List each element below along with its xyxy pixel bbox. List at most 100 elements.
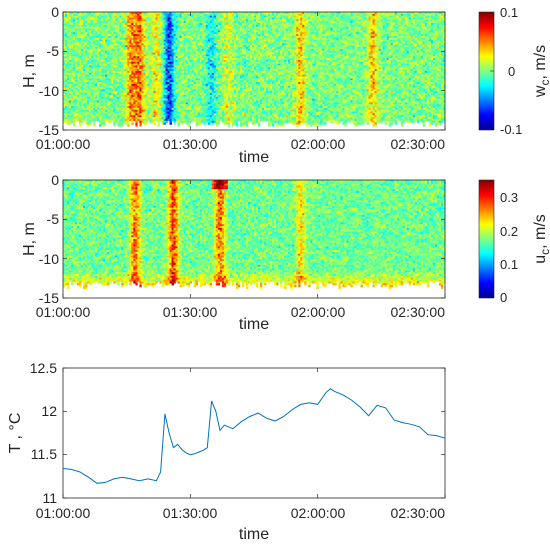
heatmap-cell bbox=[83, 101, 85, 103]
heatmap-cell bbox=[73, 38, 75, 40]
heatmap-cell bbox=[85, 58, 87, 60]
heatmap-cell bbox=[75, 115, 77, 117]
heatmap-cell bbox=[182, 69, 184, 71]
heatmap-cell bbox=[135, 14, 137, 16]
heatmap-cell bbox=[103, 80, 105, 82]
heatmap-cell bbox=[143, 99, 145, 101]
heatmap-cell bbox=[184, 93, 186, 95]
heatmap-cell bbox=[127, 18, 129, 20]
heatmap-cell bbox=[208, 102, 210, 104]
heatmap-cell bbox=[202, 104, 204, 106]
heatmap-cell bbox=[194, 62, 196, 64]
heatmap-cell bbox=[85, 91, 87, 93]
heatmap-cell bbox=[79, 110, 81, 112]
heatmap-cell bbox=[67, 102, 69, 104]
heatmap-cell bbox=[190, 54, 192, 56]
heatmap-cell bbox=[172, 89, 174, 91]
heatmap-cell bbox=[218, 82, 220, 84]
heatmap-cell bbox=[200, 53, 202, 55]
heatmap-cell bbox=[69, 32, 71, 34]
heatmap-cell bbox=[71, 58, 73, 60]
heatmap-cell bbox=[170, 19, 172, 21]
heatmap-cell bbox=[182, 86, 184, 88]
heatmap-cell bbox=[129, 51, 131, 53]
heatmap-cell bbox=[99, 115, 101, 117]
heatmap-cell bbox=[218, 16, 220, 18]
heatmap-cell bbox=[71, 113, 73, 115]
heatmap-cell bbox=[135, 75, 137, 77]
heatmap-cell bbox=[67, 51, 69, 53]
heatmap-cell bbox=[202, 115, 204, 117]
heatmap-cell bbox=[93, 21, 95, 23]
heatmap-cell bbox=[170, 14, 172, 16]
heatmap-cell bbox=[145, 123, 147, 125]
heatmap-cell bbox=[103, 45, 105, 47]
heatmap-cell bbox=[192, 40, 194, 42]
heatmap-cell bbox=[222, 91, 224, 93]
heatmap-cell bbox=[162, 64, 164, 66]
heatmap-cell bbox=[198, 36, 200, 38]
heatmap-cell bbox=[133, 25, 135, 27]
heatmap-cell bbox=[149, 112, 151, 114]
heatmap-cell bbox=[127, 86, 129, 88]
heatmap-cell bbox=[69, 69, 71, 71]
heatmap-cell bbox=[107, 54, 109, 56]
heatmap-cell bbox=[174, 110, 176, 112]
heatmap-cell bbox=[71, 51, 73, 53]
heatmap-cell bbox=[135, 67, 137, 69]
heatmap-cell bbox=[218, 89, 220, 91]
heatmap-cell bbox=[97, 45, 99, 47]
heatmap-cell bbox=[67, 60, 69, 62]
heatmap-cell bbox=[192, 108, 194, 110]
heatmap-cell bbox=[151, 82, 153, 84]
heatmap-cell bbox=[155, 43, 157, 45]
heatmap-cell bbox=[218, 104, 220, 106]
heatmap-cell bbox=[204, 53, 206, 55]
heatmap-cell bbox=[123, 73, 125, 75]
heatmap-cell bbox=[218, 73, 220, 75]
heatmap-cell bbox=[77, 43, 79, 45]
heatmap-cell bbox=[141, 51, 143, 53]
heatmap-cell bbox=[133, 18, 135, 20]
heatmap-cell bbox=[228, 45, 230, 47]
heatmap-cell bbox=[188, 14, 190, 16]
heatmap-cell bbox=[166, 27, 168, 29]
heatmap-cell bbox=[87, 123, 89, 125]
heatmap-cell bbox=[157, 18, 159, 20]
heatmap-cell bbox=[73, 119, 75, 121]
heatmap-cell bbox=[87, 36, 89, 38]
heatmap-cell bbox=[145, 47, 147, 49]
heatmap-cell bbox=[123, 65, 125, 67]
heatmap-cell bbox=[194, 36, 196, 38]
heatmap-cell bbox=[93, 58, 95, 60]
heatmap-cell bbox=[69, 25, 71, 27]
heatmap-cell bbox=[184, 106, 186, 108]
heatmap-cell bbox=[139, 58, 141, 60]
heatmap-cell bbox=[137, 82, 139, 84]
heatmap-cell bbox=[101, 123, 103, 125]
heatmap-cell bbox=[226, 49, 228, 51]
heatmap-cell bbox=[119, 27, 121, 29]
heatmap-cell bbox=[212, 34, 214, 36]
heatmap-cell bbox=[208, 58, 210, 60]
heatmap-cell bbox=[111, 23, 113, 25]
heatmap-cell bbox=[137, 36, 139, 38]
heatmap-cell bbox=[153, 18, 155, 20]
heatmap-cell bbox=[103, 108, 105, 110]
heatmap-cell bbox=[117, 102, 119, 104]
heatmap-cell bbox=[69, 77, 71, 79]
heatmap-cell bbox=[115, 19, 117, 21]
heatmap-cell bbox=[184, 108, 186, 110]
heatmap-cell bbox=[87, 104, 89, 106]
heatmap-cell bbox=[133, 40, 135, 42]
heatmap-cell bbox=[220, 21, 222, 23]
heatmap-cell bbox=[151, 113, 153, 115]
heatmap-cell bbox=[101, 51, 103, 53]
heatmap-cell bbox=[192, 56, 194, 58]
heatmap-cell bbox=[220, 60, 222, 62]
heatmap-cell bbox=[85, 106, 87, 108]
heatmap-cell bbox=[157, 106, 159, 108]
heatmap-cell bbox=[113, 104, 115, 106]
heatmap-cell bbox=[220, 38, 222, 40]
heatmap-cell bbox=[188, 27, 190, 29]
